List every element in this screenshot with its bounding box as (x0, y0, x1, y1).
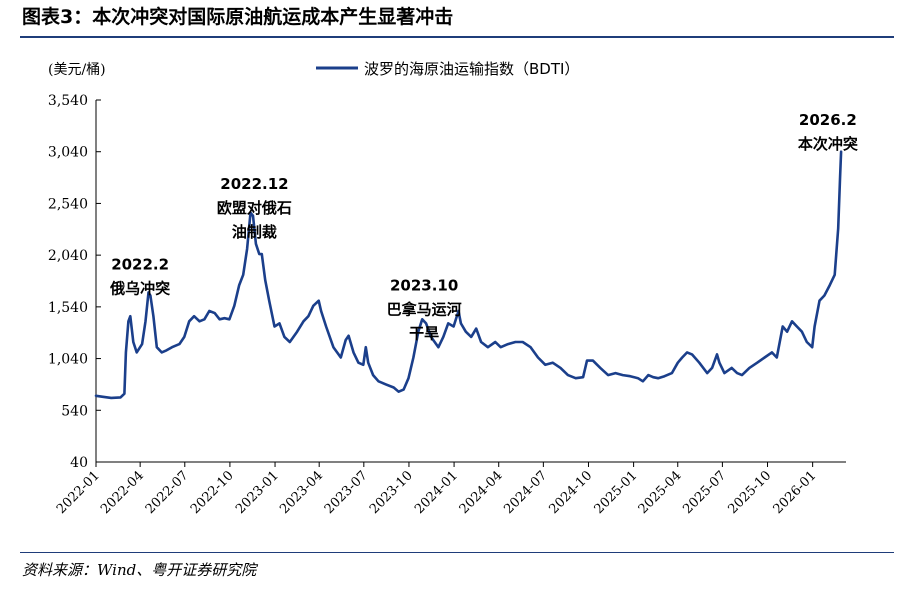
series-line-bdti (94, 150, 843, 400)
x-tick-label: 2025-10 (726, 468, 775, 517)
y-tick-label: 2,040 (48, 248, 88, 264)
x-tick-label: 2023-01 (233, 468, 282, 517)
y-tick-label: 3,540 (48, 93, 88, 109)
annotation-text: 欧盟对俄石 (217, 199, 292, 217)
annotation-text: 本次冲突 (798, 135, 858, 153)
top-rule (20, 36, 894, 38)
y-tick-label: 3,040 (48, 145, 88, 161)
y-tick-label: 540 (61, 403, 88, 419)
y-tick-label: 2,540 (48, 196, 88, 212)
x-tick-label: 2024-04 (457, 468, 506, 517)
x-tick-label: 2025-04 (636, 468, 685, 517)
annotation-text: 2022.2 (111, 256, 169, 274)
x-tick-label: 2024-01 (412, 468, 461, 517)
annotation-text: 巴拿马运河 (387, 300, 462, 318)
x-tick-label: 2023-10 (367, 468, 416, 517)
y-tick-label: 40 (70, 455, 88, 471)
legend-label: 波罗的海原油运输指数（BDTI） (364, 60, 579, 78)
y-axis-unit: (美元/桶) (48, 62, 106, 78)
source-note: 资料来源：Wind、粤开证券研究院 (22, 561, 257, 579)
bottom-rule (20, 552, 894, 553)
chart-title: 图表3：本次冲突对国际原油航运成本产生显著冲击 (22, 6, 454, 28)
y-tick-label: 1,040 (48, 352, 88, 368)
x-tick-label: 2023-04 (277, 468, 326, 517)
annotation-text: 俄乌冲突 (109, 280, 170, 298)
x-tick-label: 2024-07 (501, 468, 550, 517)
x-tick-label: 2022-10 (188, 468, 237, 517)
annotation-text: 2026.2 (799, 111, 857, 129)
x-tick-label: 2022-01 (54, 468, 103, 517)
x-tick-label: 2025-07 (680, 468, 729, 517)
y-tick-label: 1,540 (48, 300, 88, 316)
x-tick-label: 2022-07 (143, 468, 192, 517)
annotation-text: 油制裁 (232, 223, 277, 241)
x-tick-label: 2025-01 (592, 468, 641, 517)
x-tick-label: 2022-04 (98, 468, 147, 517)
annotation-text: 2023.10 (390, 276, 458, 294)
x-tick-label: 2023-07 (322, 468, 371, 517)
annotation-text: 2022.12 (220, 175, 288, 193)
annotation-text: 干旱 (409, 324, 439, 342)
x-tick-label: 2024-10 (546, 468, 595, 517)
x-tick-label: 2026-01 (771, 468, 820, 517)
